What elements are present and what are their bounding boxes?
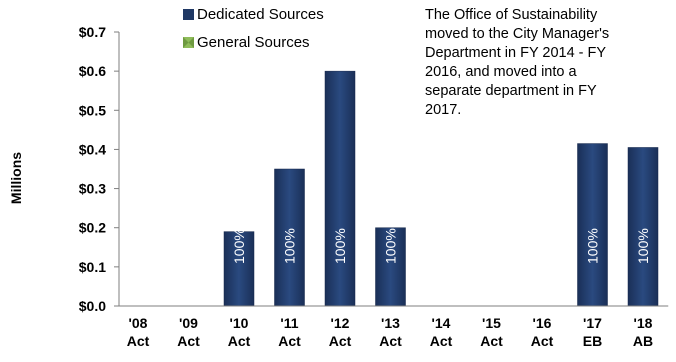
y-tick-label: $0.0 bbox=[79, 298, 106, 314]
bar bbox=[627, 147, 659, 307]
x-tick-label: '08 Act bbox=[127, 315, 150, 349]
bar bbox=[577, 143, 608, 307]
annotation-line: 2016, and moved into a bbox=[425, 64, 577, 80]
x-tick-label: '11 Act bbox=[278, 315, 301, 349]
bar-data-label: 100% bbox=[383, 228, 399, 264]
bar-data-label: 100% bbox=[282, 228, 298, 264]
y-tick-label: $0.2 bbox=[79, 220, 106, 236]
bar bbox=[274, 168, 305, 307]
legend-swatch-dedicated bbox=[183, 9, 194, 20]
bar bbox=[223, 231, 255, 307]
bars: 100% 100% 100% 100% 100% 100% bbox=[223, 70, 659, 307]
y-tick-label: $0.4 bbox=[79, 141, 106, 157]
y-tick-label: $0.7 bbox=[79, 24, 106, 40]
x-tick-label: '10 Act bbox=[228, 315, 251, 349]
y-axis-label: Millions bbox=[8, 152, 24, 204]
annotation-line: moved to the City Manager's bbox=[425, 26, 609, 42]
x-tick-label: '14 Act bbox=[430, 315, 453, 349]
bar-data-label: 100% bbox=[635, 228, 651, 264]
bar-data-label: 100% bbox=[231, 228, 247, 264]
annotation-line: 2017. bbox=[425, 102, 461, 118]
legend-swatch-general-shade bbox=[188, 37, 194, 48]
bar bbox=[324, 70, 356, 307]
y-tick-label: $0.1 bbox=[79, 259, 106, 275]
legend-label-dedicated: Dedicated Sources bbox=[197, 6, 324, 23]
y-axis: $0.0 $0.1 $0.2 $0.3 $0.4 $0.5 $0.6 $0.7 bbox=[79, 24, 120, 314]
y-tick-label: $0.6 bbox=[79, 63, 106, 79]
annotation-line: separate department in FY bbox=[425, 83, 597, 99]
x-tick-label: '09 Act bbox=[177, 315, 200, 349]
bar-data-label: 100% bbox=[332, 228, 348, 264]
annotation: The Office of Sustainability moved to the… bbox=[425, 7, 609, 118]
x-tick-label: '18 AB bbox=[633, 315, 653, 349]
bar-data-label: 100% bbox=[585, 228, 601, 264]
x-tick-label: '15 Act bbox=[480, 315, 503, 349]
legend-swatch-general-shade bbox=[183, 37, 189, 48]
legend-label-general: General Sources bbox=[197, 34, 310, 51]
annotation-line: The Office of Sustainability bbox=[425, 7, 598, 23]
bar bbox=[375, 227, 406, 307]
y-tick-label: $0.5 bbox=[79, 102, 106, 118]
x-tick-label: '13 Act bbox=[379, 315, 402, 349]
y-tick-label: $0.3 bbox=[79, 181, 106, 197]
x-tick-label: '12 Act bbox=[329, 315, 352, 349]
x-tick-label: '17 EB bbox=[583, 315, 602, 349]
x-tick-label: '16 Act bbox=[531, 315, 554, 349]
legend: Dedicated Sources General Sources bbox=[183, 6, 324, 51]
annotation-line: Department in FY 2014 - FY bbox=[425, 45, 606, 61]
x-axis: '08 Act '09 Act '10 Act '11 Act '12 Act '13 Act '14 A… bbox=[119, 305, 669, 349]
